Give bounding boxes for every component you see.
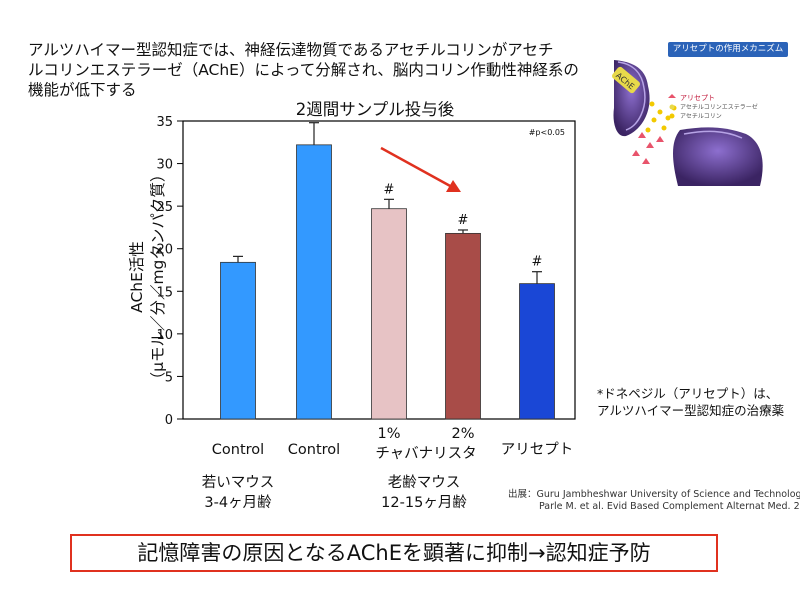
group-aged-line2: 12-15ヶ月齢	[381, 495, 467, 511]
y-tick-label: 15	[156, 285, 173, 300]
intro-line-1: アルツハイマー型認知症では、神経伝達物質であるアセチルコリンがアセチ	[28, 41, 554, 59]
note-line-2: アルツハイマー型認知症の治療薬	[597, 403, 785, 418]
significance-marker: #	[532, 255, 543, 270]
postsynaptic-neuron	[673, 127, 763, 186]
category-label-1pct: 1%	[377, 426, 401, 442]
group-label-aged: 老齢マウス 12-15ヶ月齢	[381, 473, 467, 513]
category-label-control-young: Control	[211, 442, 265, 458]
legend-acetylcholine: アセチルコリン	[680, 113, 722, 120]
synapse-graphic: AChE アリセプト アセチルコリンエステラーゼ アセチルコリン	[612, 60, 763, 186]
group-aged-line1: 老齢マウス	[387, 475, 461, 491]
legend-aricept-mark	[668, 94, 676, 98]
aricept-molecules	[632, 132, 664, 164]
legend-ach-mark	[669, 113, 675, 119]
category-label-2pct: 2%	[451, 426, 475, 442]
group-young-line1: 若いマウス	[201, 475, 275, 491]
significance-marker: #	[458, 213, 469, 228]
mechanism-illustration: アリセプトの作用メカニズム AChE アリセプト アセチルコリンエス	[612, 38, 792, 186]
conclusion-box: 記憶障害の原因となるAChEを顕著に抑制→認知症予防	[70, 534, 718, 572]
source-line-1: 出展：Guru Jambheshwar University of Scienc…	[508, 489, 800, 500]
significance-marker: #	[384, 182, 395, 197]
group-label-young: 若いマウス 3-4ヶ月齢	[202, 473, 275, 513]
donepezil-note: *ドネペジル（アリセプト）は、 アルツハイマー型認知症の治療薬	[597, 385, 784, 419]
y-tick-label: 30	[156, 158, 173, 173]
legend-aricept: アリセプト	[680, 94, 715, 102]
legend-ache: アセチルコリンエステラーゼ	[680, 103, 758, 111]
chart-title: 2週間サンプル投与後	[295, 100, 455, 119]
intro-line-3: 機能が低下する	[28, 81, 137, 99]
y-tick-label: 0	[165, 413, 173, 428]
bar	[519, 283, 555, 420]
source-line-2: Parle M. et al. Evid Based Complement Al…	[539, 501, 800, 512]
acetylcholine-dots	[645, 101, 677, 133]
y-tick-label: 35	[156, 115, 173, 130]
intro-text: アルツハイマー型認知症では、神経伝達物質であるアセチルコリンがアセチ ルコリンエ…	[28, 40, 618, 100]
significance-note: #p<0.05	[529, 128, 565, 137]
legend-ache-mark	[669, 104, 675, 110]
y-tick-label: 20	[156, 243, 173, 258]
note-line-1: *ドネペジル（アリセプト）は、	[597, 386, 779, 401]
y-tick-label: 5	[165, 370, 173, 385]
bar	[220, 261, 256, 420]
source-citation: 出展：Guru Jambheshwar University of Scienc…	[508, 489, 800, 513]
category-label-chabanarista: チャバナリスタ	[375, 446, 477, 462]
bar	[371, 208, 407, 420]
bar	[445, 232, 481, 420]
category-label-aricept: アリセプト	[500, 442, 574, 458]
y-tick-label: 25	[156, 200, 173, 215]
intro-line-2: ルコリンエステラーゼ（AChE）によって分解され、脳内コリン作動性神経系の	[28, 61, 579, 79]
y-tick-label: 10	[156, 328, 173, 343]
group-young-line2: 3-4ヶ月齢	[204, 495, 272, 511]
trend-arrow	[380, 146, 453, 189]
inset-title: アリセプトの作用メカニズム	[668, 42, 788, 57]
bar	[296, 144, 332, 420]
trend-arrow-head	[446, 180, 461, 192]
category-label-control-aged: Control	[287, 442, 341, 458]
